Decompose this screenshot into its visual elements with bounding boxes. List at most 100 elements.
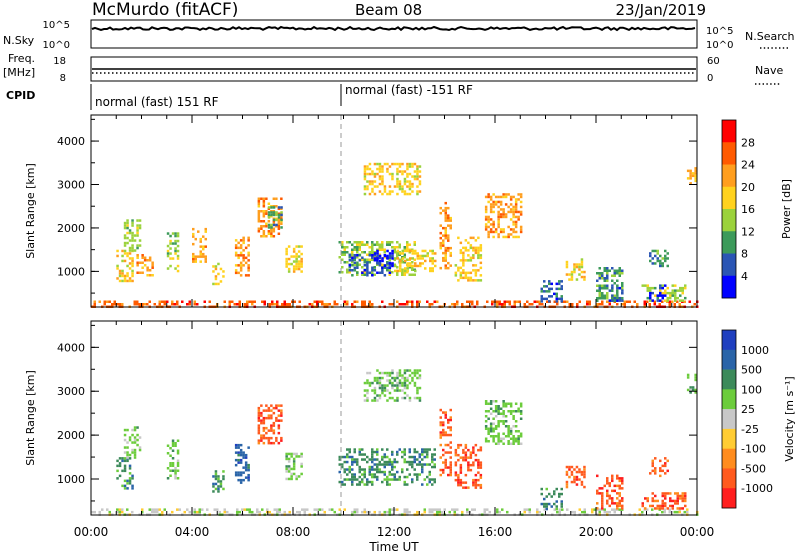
power-cell: [263, 303, 266, 306]
power-cell: [286, 303, 289, 306]
velocity-cell: [613, 489, 616, 493]
velocity-cell: [676, 492, 679, 495]
velocity-cell: [519, 402, 523, 405]
velocity-cell: [449, 426, 452, 429]
velocity-cell: [247, 468, 250, 472]
velocity-cell: [123, 464, 127, 468]
velocity-cell: [353, 473, 356, 476]
velocity-cell: [270, 414, 273, 417]
power-cell: [494, 230, 498, 234]
power-cell: [136, 244, 139, 247]
power-cell: [93, 303, 96, 306]
power-cell: [611, 294, 614, 297]
power-cell: [300, 270, 303, 273]
velocity-cell: [401, 374, 404, 377]
velocity-cell: [366, 480, 369, 484]
power-cell: [404, 259, 407, 263]
velocity-cell: [300, 452, 303, 456]
velocity-cell: [479, 446, 483, 449]
power-cell: [649, 289, 652, 292]
power-cell: [247, 254, 250, 257]
power-cell: [131, 264, 134, 268]
velocity-cell: [497, 410, 500, 413]
power-cell: [484, 223, 488, 226]
power-cell: [386, 266, 389, 269]
power-cell: [514, 203, 518, 206]
velocity-cell: [565, 470, 569, 474]
velocity-cell: [553, 508, 556, 511]
velocity-cell: [242, 478, 245, 482]
velocity-cell: [118, 464, 122, 468]
velocity-cell: [285, 477, 288, 481]
power-cell: [439, 236, 442, 240]
power-cell: [343, 300, 346, 303]
power-cell: [373, 273, 376, 276]
velocity-cell: [316, 508, 319, 511]
velocity-cell: [467, 461, 470, 464]
velocity-cell: [378, 381, 382, 385]
velocity-cell: [621, 477, 624, 480]
velocity-cell: [575, 465, 579, 469]
velocity-cell: [363, 453, 366, 456]
velocity-cell: [161, 510, 164, 514]
velocity-cell: [128, 472, 132, 475]
power-cell: [128, 279, 132, 283]
power-cell: [403, 177, 407, 181]
power-cell: [676, 300, 679, 303]
power-cell: [487, 215, 490, 219]
power-cell: [399, 269, 402, 273]
power-cell: [408, 180, 412, 183]
power-cell: [454, 274, 458, 277]
power-cell: [492, 223, 495, 226]
power-cell: [517, 235, 520, 239]
power-cell: [492, 210, 495, 214]
power-cell: [143, 303, 146, 306]
power-cell: [194, 237, 197, 241]
power-cell: [378, 182, 382, 186]
power-cell: [492, 225, 495, 229]
power-cell: [378, 177, 382, 181]
power-cell: [601, 284, 604, 287]
power-cell: [285, 260, 288, 263]
power-cell: [138, 239, 142, 242]
velocity-cell: [654, 507, 657, 510]
velocity-cell: [260, 414, 263, 417]
velocity-cell: [386, 463, 389, 466]
velocity-cell: [413, 455, 416, 459]
power-cell: [439, 246, 442, 250]
velocity-cell: [454, 471, 458, 474]
power-cell: [618, 269, 621, 272]
power-cell: [449, 254, 452, 257]
power-cell: [467, 254, 470, 257]
velocity-cell: [474, 486, 478, 489]
velocity-cell: [603, 508, 606, 511]
power-cell: [406, 185, 409, 188]
velocity-cell: [371, 453, 374, 456]
power-cell: [131, 249, 134, 252]
velocity-cell: [504, 402, 508, 405]
power-cell: [318, 300, 321, 303]
power-cell: [381, 170, 384, 173]
power-cell: [575, 263, 579, 266]
power-cell: [421, 262, 424, 265]
velocity-cell: [148, 508, 151, 511]
time-tick-label: 20:00: [579, 525, 614, 539]
power-cell: [598, 292, 601, 295]
power-cell: [408, 251, 411, 254]
power-cell: [411, 300, 414, 303]
velocity-cell: [573, 478, 576, 481]
velocity-cell: [398, 381, 402, 385]
velocity-cell: [479, 483, 483, 487]
velocity-cell: [618, 502, 621, 505]
velocity-cell: [596, 492, 599, 495]
power-cell: [540, 297, 543, 301]
velocity-cell: [383, 386, 387, 390]
velocity-cell: [163, 508, 166, 511]
power-cell: [509, 233, 513, 236]
velocity-cell: [248, 508, 251, 511]
power-cell: [546, 300, 549, 303]
power-cell: [295, 267, 298, 271]
power-cell: [598, 277, 601, 280]
velocity-cell: [123, 479, 127, 483]
power-cell: [401, 172, 404, 176]
